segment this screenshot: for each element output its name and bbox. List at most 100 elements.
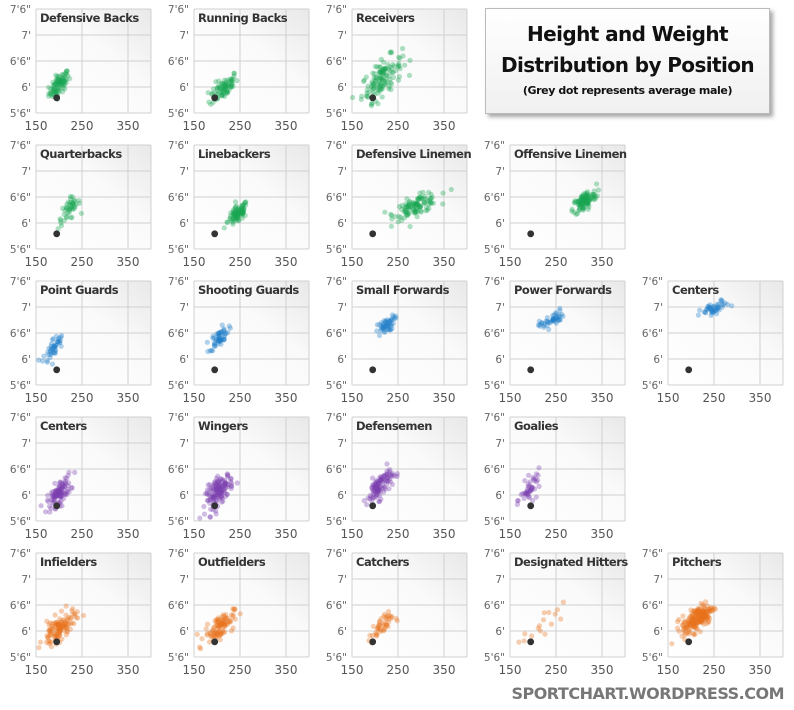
- scatter-plot: 5'6"6'6'6"7'7'6"150 250 350: [10, 548, 152, 677]
- data-point: [388, 473, 394, 479]
- data-point: [219, 620, 225, 626]
- data-point: [375, 480, 381, 486]
- data-point: [698, 619, 704, 625]
- data-point: [378, 69, 384, 75]
- data-point: [46, 93, 52, 99]
- data-point: [216, 623, 222, 629]
- data-point: [225, 481, 231, 487]
- data-point: [214, 631, 220, 637]
- data-point: [64, 617, 70, 623]
- data-point: [580, 198, 587, 204]
- data-point: [380, 321, 386, 327]
- average-male-point: [211, 94, 219, 102]
- data-point: [550, 313, 556, 319]
- data-point: [388, 321, 394, 327]
- data-point: [216, 330, 222, 336]
- data-point: [691, 616, 697, 622]
- data-point: [209, 633, 215, 639]
- data-point: [371, 85, 377, 91]
- data-point: [58, 493, 65, 499]
- data-point: [389, 473, 396, 479]
- data-point: [52, 345, 58, 351]
- data-point: [376, 480, 382, 486]
- data-point: [369, 81, 376, 87]
- data-point: [522, 478, 528, 484]
- data-point: [49, 361, 56, 367]
- data-point: [592, 193, 598, 199]
- data-point: [714, 304, 720, 310]
- data-point: [207, 493, 213, 499]
- data-point: [716, 307, 722, 313]
- data-point: [221, 82, 227, 88]
- data-point: [522, 631, 528, 637]
- data-point: [241, 202, 247, 208]
- data-point: [64, 68, 70, 74]
- data-point: [214, 489, 220, 496]
- panel-designated-hitters: 5'6" 6' 6'6" 7' 7'6" 150 250 350 Designated Hitt…: [474, 544, 632, 680]
- data-point: [372, 63, 378, 70]
- data-point: [386, 471, 392, 477]
- y-tick-label: 5'6": [168, 380, 189, 392]
- data-point: [47, 626, 53, 632]
- data-point: [60, 89, 66, 95]
- y-tick-label: 5'6": [642, 652, 663, 664]
- y-tick-label: 7': [337, 574, 347, 586]
- data-point: [585, 200, 591, 206]
- data-point: [205, 348, 211, 355]
- data-point: [373, 78, 379, 84]
- data-point: [386, 486, 392, 492]
- data-point: [583, 193, 589, 199]
- data-point: [204, 490, 210, 496]
- data-point: [60, 82, 66, 88]
- data-point: [46, 641, 52, 647]
- data-point: [69, 194, 76, 200]
- data-point: [575, 199, 582, 205]
- data-point: [708, 312, 714, 318]
- data-point: [242, 199, 248, 206]
- data-point: [706, 303, 712, 309]
- data-point: [525, 481, 531, 487]
- data-point: [398, 214, 404, 220]
- data-point: [232, 607, 238, 613]
- data-point: [704, 306, 710, 312]
- data-point: [64, 488, 70, 494]
- x-tick-label: 350: [591, 391, 614, 405]
- data-point: [417, 203, 423, 210]
- data-point: [239, 202, 246, 208]
- data-point: [240, 210, 246, 216]
- data-point: [685, 620, 691, 627]
- data-point: [61, 483, 68, 489]
- data-point: [71, 197, 77, 203]
- data-point: [216, 338, 222, 344]
- data-point: [219, 495, 225, 501]
- data-point: [375, 101, 381, 107]
- y-tick-label: 6': [337, 218, 347, 230]
- data-point: [209, 491, 215, 497]
- y-tick-label: 6'6": [326, 600, 347, 612]
- data-point: [406, 210, 412, 216]
- data-point: [385, 608, 392, 615]
- data-point: [383, 615, 389, 621]
- data-point: [390, 321, 396, 327]
- data-point: [358, 96, 364, 102]
- data-point: [546, 609, 552, 616]
- data-point: [44, 359, 51, 365]
- data-point: [66, 614, 72, 620]
- x-tick-label: 250: [387, 119, 410, 133]
- data-point: [384, 471, 390, 477]
- data-point: [204, 487, 211, 493]
- data-point: [381, 628, 387, 634]
- data-point: [215, 619, 221, 625]
- data-point: [225, 472, 231, 478]
- data-point: [374, 632, 380, 638]
- data-point: [700, 612, 706, 618]
- data-point: [49, 346, 55, 352]
- data-point: [697, 614, 703, 620]
- data-point: [523, 491, 529, 497]
- data-point: [371, 491, 377, 497]
- data-point: [385, 322, 391, 328]
- data-point: [216, 478, 222, 484]
- data-point: [422, 193, 428, 199]
- data-point: [691, 624, 697, 630]
- data-point: [228, 82, 234, 88]
